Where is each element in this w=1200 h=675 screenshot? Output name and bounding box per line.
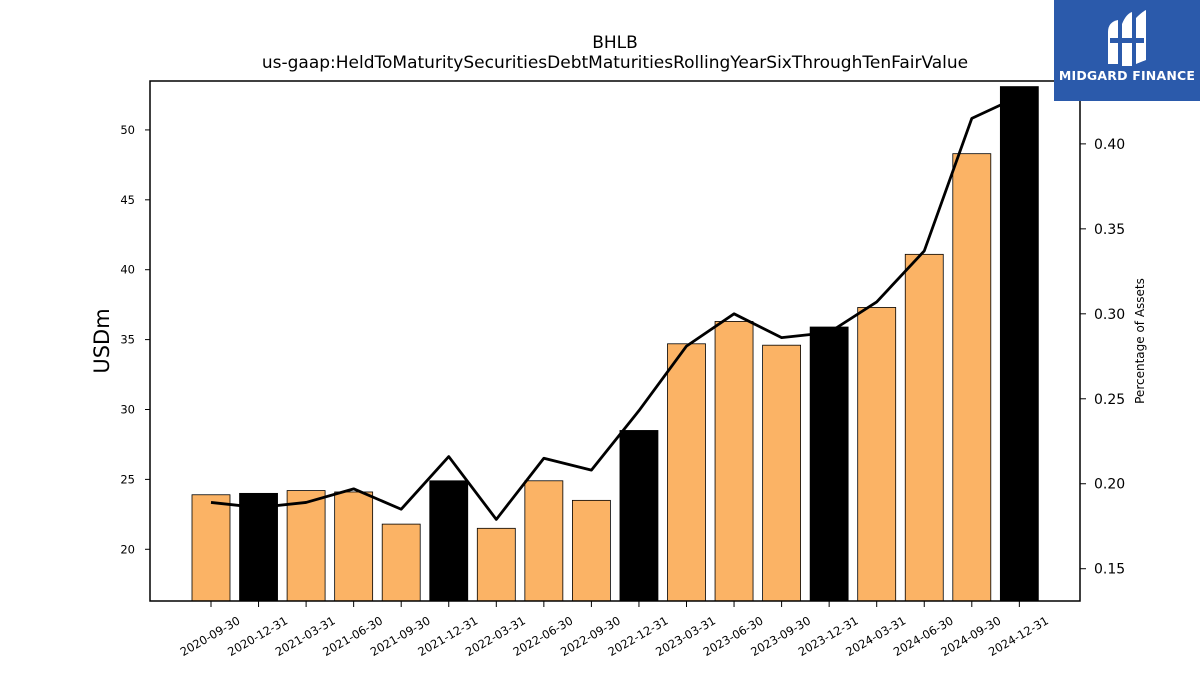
plot-frame — [149, 80, 1081, 602]
assets-pct-line — [210, 95, 1020, 521]
y-tick-label-left: 45 — [120, 193, 135, 207]
bar-2021-06-30 — [334, 491, 374, 602]
y-axis-label-left: USDm — [90, 308, 114, 373]
y-tick-label-left: 50 — [120, 123, 135, 137]
y-tick-label-left: 40 — [120, 263, 135, 277]
bar-2022-03-31 — [476, 527, 516, 602]
bar-series — [191, 86, 1039, 602]
bar-2023-03-31 — [667, 343, 706, 602]
y-tick-label-right: 0.35 — [1094, 222, 1125, 238]
midgard-logo-icon — [1108, 10, 1146, 66]
bar-2023-12-31 — [809, 326, 849, 602]
bar-2021-12-31 — [429, 480, 469, 602]
bar-2024-06-30 — [904, 253, 944, 602]
bar-2024-12-31 — [999, 86, 1039, 602]
bar-2023-09-30 — [762, 344, 801, 602]
bar-2024-09-30 — [952, 153, 992, 602]
bar-2020-09-30 — [191, 494, 231, 602]
y-tick-label-left: 35 — [120, 333, 135, 347]
bar-2021-03-31 — [286, 490, 326, 602]
y-tick-label-right: 0.20 — [1094, 477, 1125, 493]
chart-title-ticker: BHLB — [592, 33, 638, 53]
line-series — [210, 95, 1020, 521]
midgard-finance-logo: MIDGARD FINANCE — [1054, 0, 1200, 101]
y-tick-label-right: 0.15 — [1094, 562, 1125, 578]
y-tick-label-left: 20 — [120, 542, 135, 556]
x-axis: 2020-09-302020-12-312021-03-312021-06-30… — [178, 601, 1051, 659]
left-axis: 20 25 30 35 40 45 50 — [120, 123, 150, 556]
bar-2024-03-31 — [857, 307, 897, 602]
y-tick-label-left: 30 — [120, 402, 135, 416]
y-tick-label-right: 0.40 — [1094, 137, 1125, 153]
bar-2023-06-30 — [714, 321, 754, 602]
bar-2022-09-30 — [572, 499, 611, 602]
y-tick-label-right: 0.30 — [1094, 307, 1125, 323]
logo-text: MIDGARD FINANCE — [1058, 68, 1196, 83]
y-axis-label-right: Percentage of Assets — [1133, 278, 1147, 404]
bar-2021-09-30 — [381, 523, 421, 602]
bar-2020-12-31 — [239, 492, 278, 602]
right-axis: 0.15 0.20 0.25 0.30 0.35 0.40 — [1080, 137, 1125, 578]
bar-2022-06-30 — [524, 480, 564, 602]
y-tick-label-right: 0.25 — [1094, 392, 1125, 408]
y-tick-label-left: 25 — [120, 472, 135, 486]
chart-title-metric: us-gaap:HeldToMaturitySecuritiesDebtMatu… — [262, 53, 968, 73]
bar-2022-12-31 — [619, 430, 659, 602]
